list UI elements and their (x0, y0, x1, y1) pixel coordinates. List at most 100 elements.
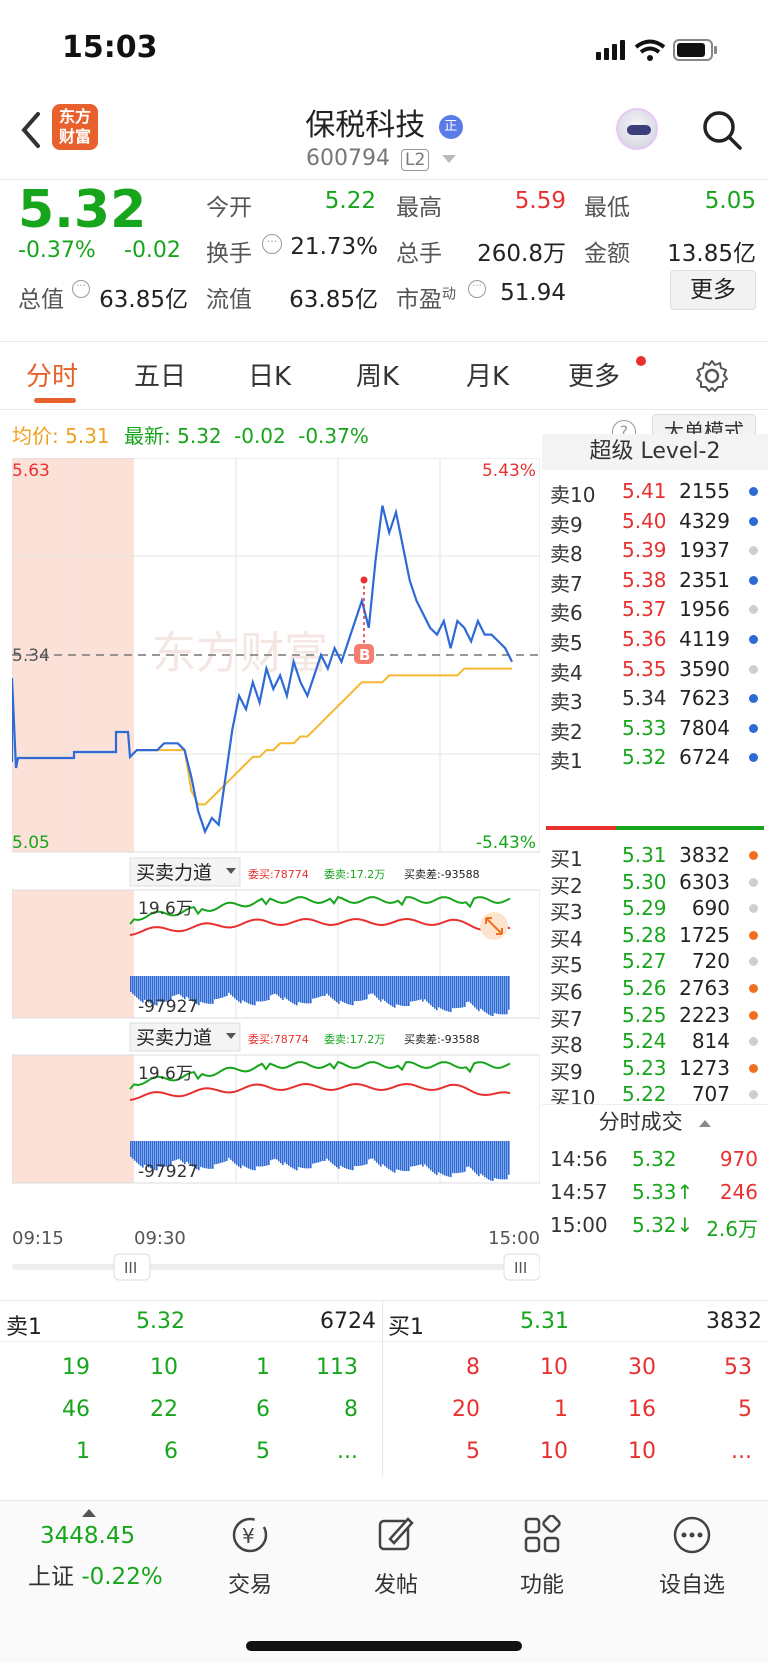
search-icon[interactable] (700, 108, 744, 152)
latest-pct: -0.37% (298, 424, 369, 448)
ask-row[interactable]: 卖2 5.33 7804 (542, 713, 768, 744)
level-price: 5.36 (622, 627, 667, 651)
trade-row: 14:56 5.32 970 (542, 1144, 768, 1174)
tab-intraday[interactable]: 分时 (26, 362, 79, 392)
stock-name: 保税科技 (305, 108, 426, 143)
more-button[interactable]: 更多 (670, 270, 756, 310)
nav-add-watchlist[interactable]: 设自选 (642, 1515, 742, 1599)
buy-queue-cell: 8 (466, 1355, 480, 1380)
index-value[interactable]: 3448.45 (40, 1523, 136, 1549)
bid-row[interactable]: 买4 5.28 1725 (542, 920, 768, 951)
buy-queue-cell: 10 (628, 1439, 656, 1464)
level-price: 5.40 (622, 508, 667, 533)
range-slider-left-handle (113, 1253, 151, 1281)
svg-text:¥: ¥ (242, 1524, 255, 1548)
level-label: 卖4 (550, 660, 583, 685)
bid-row[interactable]: 买6 5.26 2763 (542, 973, 768, 1004)
info-icon[interactable]: ··· (262, 234, 282, 254)
tab-month-k[interactable]: 月K (466, 362, 510, 392)
volume-label: 总手 (396, 241, 442, 267)
nav-post[interactable]: 发帖 (346, 1515, 446, 1599)
bid-row[interactable]: 买9 5.23 1273 (542, 1053, 768, 1084)
level-label: 买8 (550, 1033, 583, 1058)
order-flag-dot (749, 877, 758, 887)
ask-row[interactable]: 卖3 5.34 7623 (542, 683, 768, 715)
flow-panel-1: 买卖力道 委买:78774 委卖:17.2万 买卖差:-93588 19.6万 … (12, 857, 540, 1019)
tab-five-day[interactable]: 五日 (134, 362, 187, 392)
svg-text:委卖:17.2万: 委卖:17.2万 (324, 1033, 385, 1046)
bid-row[interactable]: 买5 5.27 720 (542, 946, 768, 977)
pct-change: -0.37% (18, 238, 96, 263)
low-value: 5.05 (704, 188, 756, 214)
index-ticker[interactable]: 上证 -0.22% (28, 1564, 163, 1590)
level-volume: 3832 (679, 843, 730, 867)
back-icon[interactable] (18, 110, 44, 150)
stock-code-selector[interactable]: 600794 L2 (306, 146, 457, 171)
level-label: 买1 (550, 847, 583, 871)
buy-queue-cell: 10 (540, 1355, 568, 1380)
settings-gear-icon[interactable] (694, 358, 730, 394)
sell-queue-cell: 46 (62, 1397, 90, 1422)
bid-row[interactable]: 买7 5.25 2223 (542, 1000, 768, 1031)
level2-title[interactable]: 超级 Level-2 (542, 434, 768, 470)
trades-title[interactable]: 分时成交 (542, 1104, 768, 1138)
chart-info-line: 均价: 5.31 最新: 5.32 -0.02 -0.37% (12, 420, 369, 449)
edit-icon (378, 1517, 414, 1551)
level-label: 卖6 (550, 601, 583, 626)
ask-row[interactable]: 卖5 5.36 4119 (542, 624, 768, 655)
float-value: 63.85亿 (289, 287, 378, 313)
robot-assistant-icon[interactable] (616, 108, 658, 150)
ask-row[interactable]: 卖10 5.41 2155 (542, 476, 768, 507)
level-price: 5.39 (622, 538, 667, 563)
time-start-label: 09:15 (12, 1228, 64, 1249)
eastmoney-logo[interactable]: 东方 财富 (52, 104, 98, 150)
level-label: 卖3 (550, 690, 583, 715)
level-price: 5.33 (622, 715, 667, 740)
bid-row[interactable]: 买2 5.30 6303 (542, 867, 768, 898)
trade-row: 15:00 5.32↓ 2.6万 (542, 1210, 768, 1241)
range-slider-track (12, 1264, 540, 1270)
yen-icon: ¥ (232, 1517, 268, 1553)
tab-week-k[interactable]: 周K (356, 362, 400, 392)
level-volume: 690 (691, 896, 730, 921)
bid-row[interactable]: 买3 5.29 690 (542, 893, 768, 924)
bid-row[interactable]: 买1 5.31 3832 (542, 840, 768, 871)
tab-more[interactable]: 更多 (568, 362, 621, 392)
trade-time: 14:57 (550, 1180, 608, 1204)
buy-queue-cell: 10 (540, 1439, 568, 1464)
ask-row[interactable]: 卖9 5.40 4329 (542, 506, 768, 537)
svg-text:19.6万: 19.6万 (138, 899, 193, 919)
order-flag-dot (749, 635, 758, 644)
avg-price-line (129, 667, 512, 806)
ask-row[interactable]: 卖6 5.37 1956 (542, 594, 768, 626)
tab-day-k[interactable]: 日K (248, 362, 292, 392)
level-badge: L2 (400, 149, 430, 171)
level-volume: 1273 (679, 1055, 730, 1080)
bid-row[interactable]: 买8 5.24 814 (542, 1026, 768, 1058)
amount-value: 13.85亿 (667, 241, 756, 267)
price-chart[interactable]: 东方财富 B 5.63 5.34 5.05 5.43% -5.43% 买卖力道 … (12, 458, 540, 1294)
level-label: 卖9 (550, 512, 583, 537)
ask-row[interactable]: 卖7 5.38 2351 (542, 565, 768, 596)
nav-trade[interactable]: ¥ 交易 (200, 1515, 300, 1599)
info-icon[interactable]: ··· (72, 280, 90, 298)
level-price: 5.30 (622, 869, 667, 894)
order-flag-dot (749, 1063, 758, 1073)
nav-functions[interactable]: 功能 (492, 1514, 592, 1599)
trade-price: 5.32 (632, 1147, 677, 1171)
price-mid-label: 5.34 (12, 646, 50, 666)
info-icon[interactable]: ··· (468, 280, 486, 298)
ask-row[interactable]: 卖8 5.39 1937 (542, 535, 768, 566)
pe-value: 51.94 (500, 280, 566, 306)
level-price: 5.34 (622, 686, 667, 711)
turnover-label: 换手 (206, 241, 252, 267)
sell-queue-cell: 19 (62, 1355, 90, 1380)
ask-row[interactable]: 卖1 5.32 6724 (542, 742, 768, 773)
chevron-up-icon (82, 1509, 96, 1517)
svg-text:委买:78774: 委买:78774 (248, 868, 309, 881)
ask-row[interactable]: 卖4 5.35 3590 (542, 654, 768, 685)
level-label: 卖7 (550, 571, 583, 596)
grid-icon (524, 1514, 561, 1553)
mktcap-value: 63.85亿 (99, 287, 188, 313)
level-volume: 7804 (679, 715, 730, 740)
